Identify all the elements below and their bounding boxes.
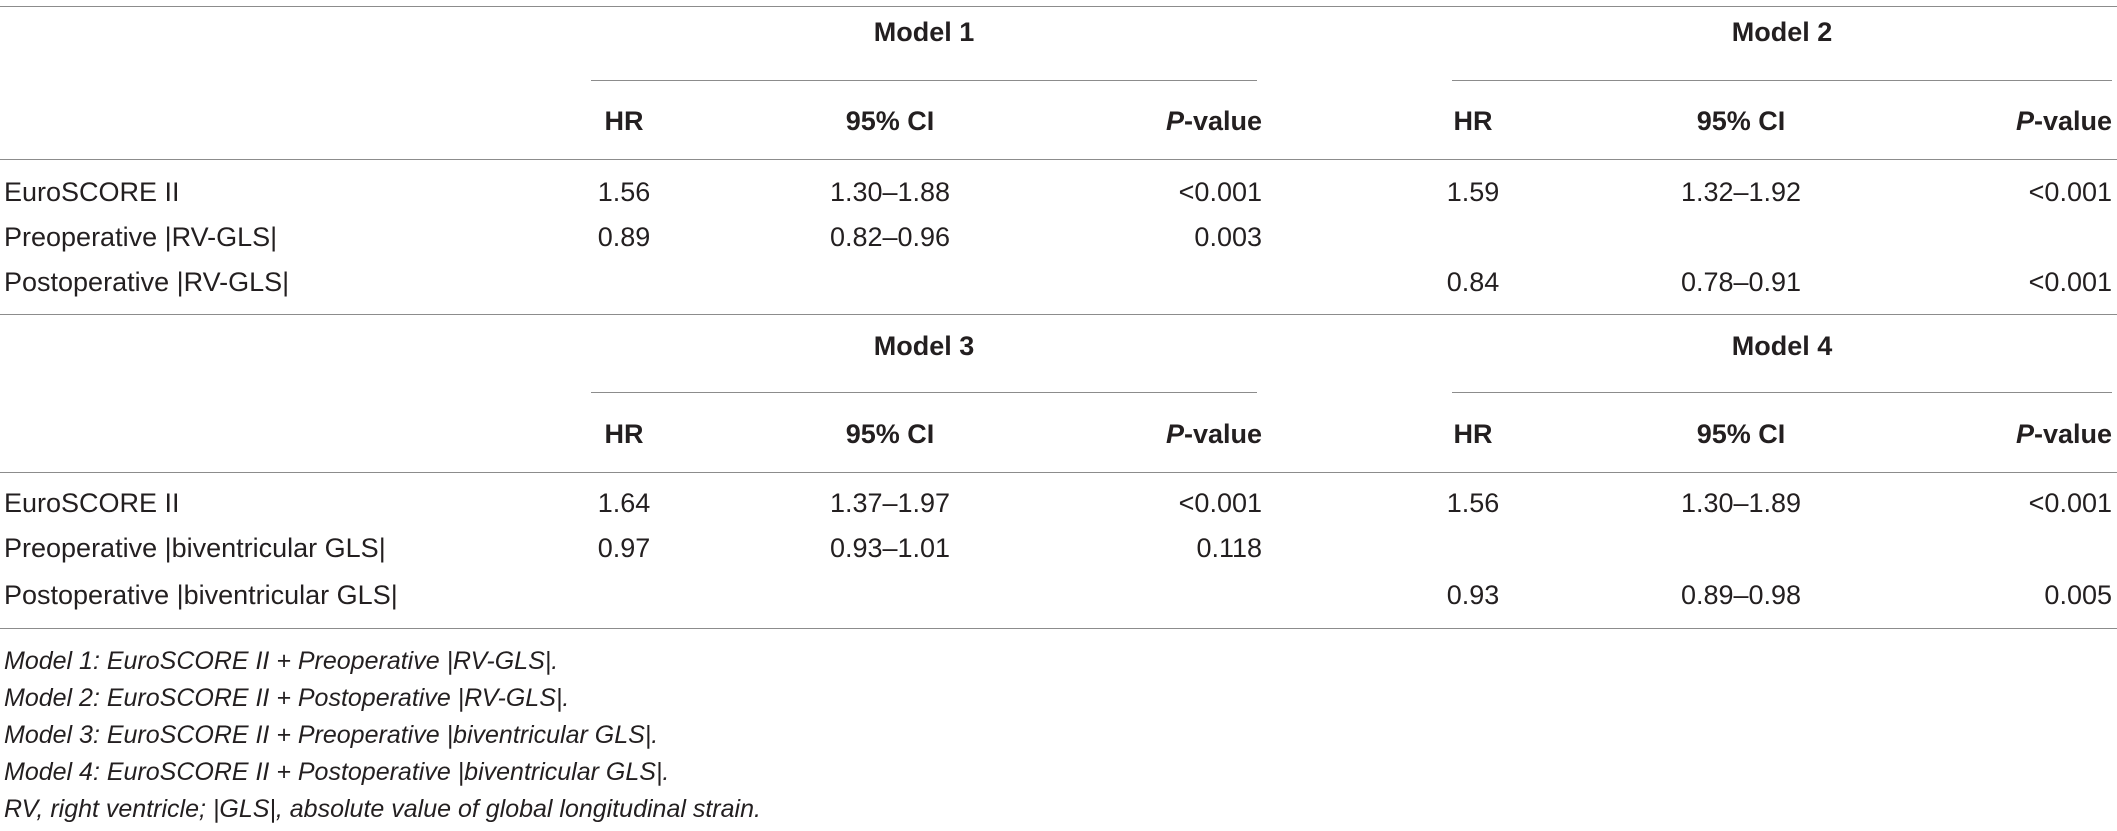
cell-ci: 1.30–1.88 [829, 177, 951, 207]
header-rule [0, 159, 2117, 160]
model-title: Model 4 [1731, 331, 1833, 361]
cell-hr: 1.64 [597, 488, 651, 518]
model-title: Model 2 [1731, 17, 1833, 47]
col-header-hr: HR [1453, 106, 1493, 136]
row-label: Preoperative |RV-GLS| [4, 222, 278, 252]
table-rule [0, 6, 2117, 7]
p-suffix: -value [1183, 106, 1262, 136]
p-letter: P [1165, 419, 1184, 449]
cell-hr: 0.89 [597, 222, 651, 252]
col-header-p-value: P-value [2016, 105, 2112, 137]
col-header-ci: 95% CI [1696, 106, 1786, 136]
cell-ci: 1.30–1.89 [1680, 488, 1802, 518]
row-label: Postoperative |RV-GLS| [4, 267, 290, 297]
row-label: EuroSCORE II [4, 177, 180, 207]
model-title: Model 3 [873, 331, 975, 361]
col-header-p-value: P-value [1166, 105, 1262, 137]
cell-p-value: <0.001 [1178, 488, 1262, 518]
p-letter: P [1165, 106, 1184, 136]
cell-hr: 1.59 [1446, 177, 1500, 207]
cell-hr: 0.84 [1446, 267, 1500, 297]
p-suffix: -value [2033, 106, 2112, 136]
row-label: EuroSCORE II [4, 488, 180, 518]
p-letter: P [2015, 106, 2034, 136]
col-header-ci: 95% CI [845, 419, 935, 449]
header-rule [0, 472, 2117, 473]
p-suffix: -value [1183, 419, 1262, 449]
footnote: Model 2: EuroSCORE II + Postoperative |R… [4, 684, 570, 712]
col-header-ci: 95% CI [1696, 419, 1786, 449]
cell-p-value: <0.001 [2028, 177, 2112, 207]
row-label: Postoperative |biventricular GLS| [4, 580, 398, 610]
cell-ci: 1.37–1.97 [829, 488, 951, 518]
model-span-rule [591, 80, 1257, 81]
footnote: RV, right ventricle; |GLS|, absolute val… [4, 795, 761, 823]
col-header-hr: HR [604, 106, 644, 136]
cell-p-value: <0.001 [2028, 267, 2112, 297]
p-letter: P [2015, 419, 2034, 449]
col-header-hr: HR [1453, 419, 1493, 449]
cell-ci: 0.93–1.01 [829, 533, 951, 563]
model-span-rule [591, 392, 1257, 393]
p-suffix: -value [2033, 419, 2112, 449]
footnote: Model 4: EuroSCORE II + Postoperative |b… [4, 758, 670, 786]
table-rule [0, 314, 2117, 315]
model-title: Model 1 [873, 17, 975, 47]
row-label: Preoperative |biventricular GLS| [4, 533, 386, 563]
col-header-p-value: P-value [2016, 418, 2112, 450]
cell-ci: 0.82–0.96 [829, 222, 951, 252]
cell-p-value: <0.001 [1178, 177, 1262, 207]
cell-hr: 0.97 [597, 533, 651, 563]
cell-p-value: <0.001 [2028, 488, 2112, 518]
footnote: Model 1: EuroSCORE II + Preoperative |RV… [4, 647, 559, 675]
model-span-rule [1452, 80, 2112, 81]
cell-hr: 1.56 [597, 177, 651, 207]
cell-p-value: 0.005 [2044, 580, 2112, 610]
cell-ci: 0.89–0.98 [1680, 580, 1802, 610]
cell-ci: 1.32–1.92 [1680, 177, 1802, 207]
footnote: Model 3: EuroSCORE II + Preoperative |bi… [4, 721, 659, 749]
model-span-rule [1452, 392, 2112, 393]
cell-hr: 0.93 [1446, 580, 1500, 610]
cell-ci: 0.78–0.91 [1680, 267, 1802, 297]
col-header-ci: 95% CI [845, 106, 935, 136]
table-bottom-rule [0, 628, 2117, 629]
cell-hr: 1.56 [1446, 488, 1500, 518]
cell-p-value: 0.003 [1194, 222, 1262, 252]
cell-p-value: 0.118 [1196, 533, 1262, 563]
col-header-p-value: P-value [1166, 418, 1262, 450]
col-header-hr: HR [604, 419, 644, 449]
